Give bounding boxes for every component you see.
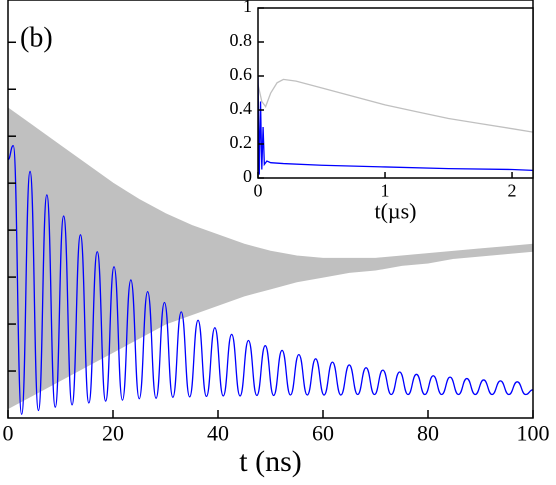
plot-frame	[257, 7, 534, 179]
oscillation-band	[8, 107, 533, 410]
y-tick-label: 0.2	[230, 132, 253, 152]
series-line	[258, 75, 533, 175]
plot-area: 0 1 200.20.40.60.81t(µs)	[230, 0, 534, 223]
x-tick-label: 40	[207, 421, 229, 446]
y-tick-label: 1	[243, 0, 252, 16]
x-tick-label: 60	[312, 421, 334, 446]
series-line	[8, 144, 533, 415]
x-tick-label: 20	[102, 421, 124, 446]
x-tick-label: 0	[3, 421, 14, 446]
x-axis-label: t (ns)	[239, 445, 302, 478]
x-tick-label: 1	[381, 181, 390, 201]
x-tick-label: 80	[417, 421, 439, 446]
series-group	[258, 75, 533, 175]
y-tick-label: 0.6	[230, 64, 253, 84]
x-tick-label: 2	[508, 181, 517, 201]
plot-frame	[7, 0, 534, 419]
x-tick-label: 0	[254, 181, 263, 201]
series-line	[258, 78, 533, 133]
x-axis-label: t(µs)	[374, 198, 416, 223]
y-tick-label: 0.4	[230, 98, 253, 118]
panel-label: (b)	[20, 22, 53, 53]
x-tick-label: 100	[517, 421, 550, 446]
y-tick-label: 0.8	[230, 30, 253, 50]
plot-background	[258, 8, 533, 178]
y-tick-label: 0	[243, 166, 252, 186]
series-group	[8, 107, 533, 415]
